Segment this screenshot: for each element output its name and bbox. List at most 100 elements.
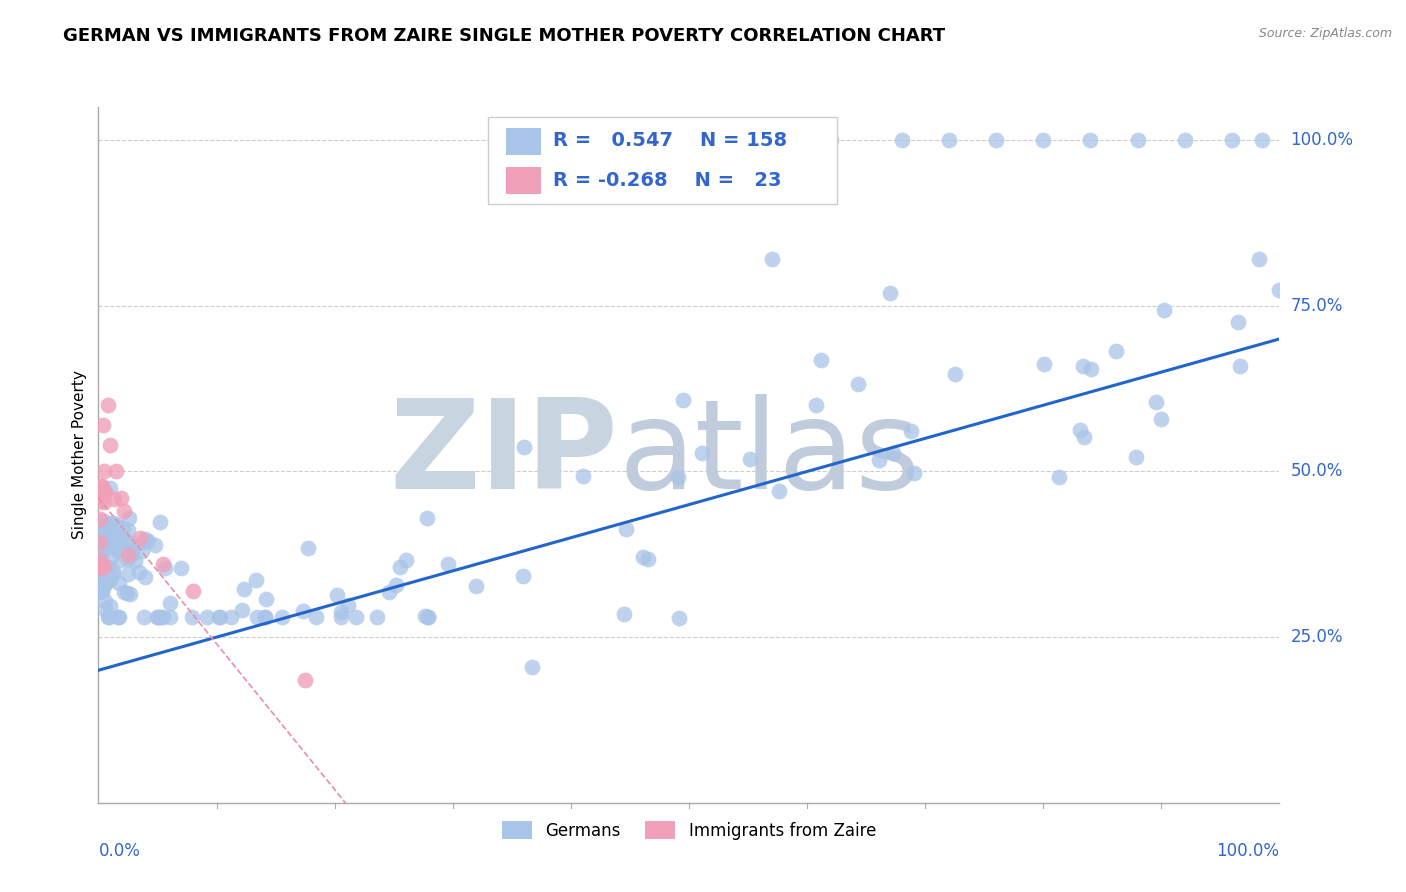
Point (344, 610, 367, 624)
Point (98, 520, 121, 534)
Text: 25.0%: 25.0% (1291, 628, 1343, 646)
Point (89, 479, 111, 493)
Point (846, 376, 869, 391)
Point (101, 516, 124, 530)
Point (93, 559, 115, 574)
Text: 100.0%: 100.0% (1291, 131, 1354, 149)
Point (246, 610, 269, 624)
Point (666, 469, 689, 483)
Point (103, 491, 125, 506)
Point (93, 514, 115, 528)
Point (1150, 412, 1173, 426)
Point (96, 574, 118, 588)
Point (98, 438, 121, 452)
Point (1126, 133, 1149, 147)
Point (114, 584, 136, 599)
Point (1069, 423, 1091, 437)
Point (153, 560, 176, 574)
Point (571, 468, 593, 483)
Point (134, 533, 156, 547)
Point (366, 610, 388, 624)
Point (97, 539, 120, 553)
Point (132, 535, 155, 549)
Point (112, 504, 135, 518)
Point (89, 583, 111, 598)
Point (270, 610, 292, 624)
Point (868, 453, 890, 467)
Point (98, 610, 121, 624)
Point (232, 582, 254, 597)
Point (613, 607, 636, 622)
Point (131, 544, 153, 558)
Point (1268, 283, 1291, 297)
Point (94, 531, 117, 545)
Point (152, 558, 174, 572)
Point (512, 569, 534, 583)
Point (207, 610, 229, 624)
Point (89, 542, 111, 557)
Point (1144, 395, 1167, 409)
Point (89, 535, 111, 549)
Point (170, 561, 193, 575)
Point (91, 539, 114, 553)
Point (94, 485, 117, 500)
Point (1125, 450, 1147, 464)
Point (668, 611, 690, 625)
Point (118, 587, 141, 601)
Point (107, 610, 129, 624)
Point (90, 530, 112, 544)
Point (1033, 357, 1056, 371)
Point (105, 526, 128, 541)
Point (107, 531, 129, 545)
Point (761, 252, 783, 267)
Point (89, 558, 111, 572)
Point (416, 610, 439, 624)
Point (136, 533, 159, 548)
Bar (506, 167, 541, 194)
Bar (506, 128, 541, 155)
Point (768, 483, 790, 498)
Text: ZIP: ZIP (389, 394, 619, 516)
Point (181, 583, 204, 598)
Point (93, 486, 115, 500)
Point (943, 367, 966, 381)
Point (124, 554, 146, 568)
Point (522, 659, 544, 673)
Point (93, 601, 115, 615)
Point (89, 541, 111, 555)
Point (128, 565, 150, 579)
Point (146, 610, 169, 624)
Point (938, 133, 960, 147)
Point (89, 523, 111, 537)
Point (1250, 133, 1272, 147)
Point (105, 465, 128, 479)
Point (195, 610, 218, 624)
Point (89, 553, 111, 567)
Point (633, 549, 655, 564)
Point (416, 610, 439, 624)
Point (118, 510, 141, 524)
Point (882, 446, 904, 460)
Point (91, 584, 114, 599)
Point (115, 586, 138, 600)
Point (415, 511, 437, 525)
Point (159, 596, 181, 610)
Point (143, 538, 166, 552)
Point (120, 544, 142, 558)
Point (120, 535, 142, 549)
Point (90, 561, 112, 575)
Point (804, 398, 827, 412)
Point (336, 598, 359, 612)
Point (256, 591, 278, 606)
Point (637, 552, 659, 566)
Point (1032, 133, 1054, 147)
Point (117, 548, 139, 562)
Point (89, 543, 111, 558)
Point (93, 578, 115, 592)
Point (879, 285, 901, 300)
Point (297, 541, 319, 556)
Text: R = -0.268    N =   23: R = -0.268 N = 23 (553, 171, 782, 191)
Text: GERMAN VS IMMIGRANTS FROM ZAIRE SINGLE MOTHER POVERTY CORRELATION CHART: GERMAN VS IMMIGRANTS FROM ZAIRE SINGLE M… (63, 27, 945, 45)
Point (110, 491, 132, 506)
Point (98, 533, 121, 547)
